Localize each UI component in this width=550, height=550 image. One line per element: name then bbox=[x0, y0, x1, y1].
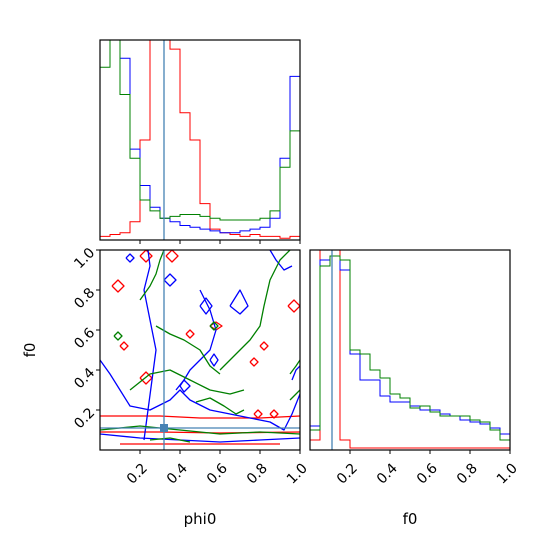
contour-line-red bbox=[185, 329, 195, 339]
contour-line-blue bbox=[175, 289, 217, 391]
phi0-marginal-frame bbox=[99, 39, 301, 241]
contour-line-red bbox=[287, 299, 300, 313]
phi0-histogram-green bbox=[100, 40, 300, 240]
contour-line-blue bbox=[100, 359, 300, 431]
joint-y-tick-label: 0.6 bbox=[71, 325, 98, 352]
phi0-histogram-blue bbox=[100, 40, 300, 240]
f0-marginal-x-tick-label: 1.0 bbox=[494, 460, 521, 487]
f0-marginal-x-tick-label: 0.2 bbox=[334, 460, 361, 487]
contour-line-red bbox=[119, 341, 129, 351]
contour-line-blue bbox=[143, 250, 157, 441]
f0-marginal-x-tick-label: 0.6 bbox=[414, 460, 441, 487]
joint-x-tick-label: 1.0 bbox=[284, 460, 311, 487]
contour-line-blue bbox=[179, 379, 191, 393]
contour-line-green bbox=[100, 425, 300, 435]
joint-truth-marker bbox=[160, 424, 168, 432]
contour-line-red bbox=[165, 250, 179, 263]
contour-line-green bbox=[219, 250, 291, 371]
contour-line-blue bbox=[125, 253, 135, 263]
contour-line-green bbox=[289, 389, 300, 401]
f0-histograms bbox=[310, 250, 510, 450]
joint-y-tick-label: 0.8 bbox=[71, 285, 98, 312]
joint-panel: 0.2 0.4 0.6 0.8 1.0 0.2 0.4 0.6 0.8 1.0 bbox=[71, 245, 311, 488]
contour-line-blue bbox=[291, 365, 300, 381]
contour-line-blue bbox=[163, 273, 177, 287]
contour-line-blue bbox=[209, 353, 219, 367]
joint-x-tick-label: 0.2 bbox=[124, 460, 151, 487]
contour-line-red bbox=[111, 279, 125, 293]
joint-x-tick-label: 0.4 bbox=[164, 460, 191, 487]
contour-line-green bbox=[149, 437, 191, 443]
contour-line-green bbox=[195, 397, 245, 415]
f0-marginal-x-tick-label: 0.8 bbox=[454, 460, 481, 487]
y-axis-label-f0: f0 bbox=[21, 343, 39, 358]
f0-marginal-frame bbox=[309, 249, 511, 451]
contour-line-green bbox=[139, 250, 165, 301]
joint-y-tick-label: 1.0 bbox=[71, 245, 98, 272]
joint-x-tick-label: 0.6 bbox=[204, 460, 231, 487]
phi0-marginal-ticks bbox=[139, 240, 301, 244]
joint-ticks: 0.2 0.4 0.6 0.8 1.0 0.2 0.4 0.6 0.8 1.0 bbox=[71, 245, 311, 488]
contour-line-red bbox=[100, 415, 300, 419]
contour-line-blue bbox=[199, 297, 213, 315]
contour-line-red bbox=[259, 341, 269, 351]
x-axis-label-f0: f0 bbox=[403, 510, 418, 528]
f0-histogram-red bbox=[310, 250, 510, 450]
f0-marginal-ticks: 0.2 0.4 0.6 0.8 1.0 bbox=[334, 450, 521, 487]
phi0-marginal-panel bbox=[99, 39, 301, 244]
contour-line-blue bbox=[100, 433, 300, 443]
joint-contours bbox=[100, 250, 300, 445]
contour-line-green bbox=[289, 359, 300, 375]
joint-y-tick-label: 0.2 bbox=[71, 405, 98, 432]
phi0-histogram-red bbox=[100, 40, 300, 240]
f0-histogram-green bbox=[310, 255, 510, 450]
contour-line-green bbox=[155, 325, 221, 375]
contour-line-green bbox=[209, 321, 219, 331]
f0-marginal-x-tick-label: 0.4 bbox=[374, 460, 401, 487]
joint-y-tick-label: 0.4 bbox=[71, 365, 98, 392]
f0-marginal-panel: 0.2 0.4 0.6 0.8 1.0 bbox=[309, 249, 521, 487]
x-axis-label-phi0: phi0 bbox=[184, 510, 217, 528]
contour-line-red bbox=[139, 250, 153, 263]
contour-line-blue bbox=[229, 289, 249, 315]
contour-line-green bbox=[113, 331, 123, 341]
contour-line-red bbox=[253, 409, 263, 419]
contour-line-green bbox=[129, 369, 245, 395]
phi0-histograms bbox=[100, 40, 300, 240]
joint-x-tick-label: 0.8 bbox=[244, 460, 271, 487]
contour-line-red bbox=[269, 409, 279, 419]
joint-frame bbox=[99, 249, 301, 451]
contour-line-red bbox=[249, 357, 259, 367]
contour-line-blue bbox=[269, 250, 293, 271]
